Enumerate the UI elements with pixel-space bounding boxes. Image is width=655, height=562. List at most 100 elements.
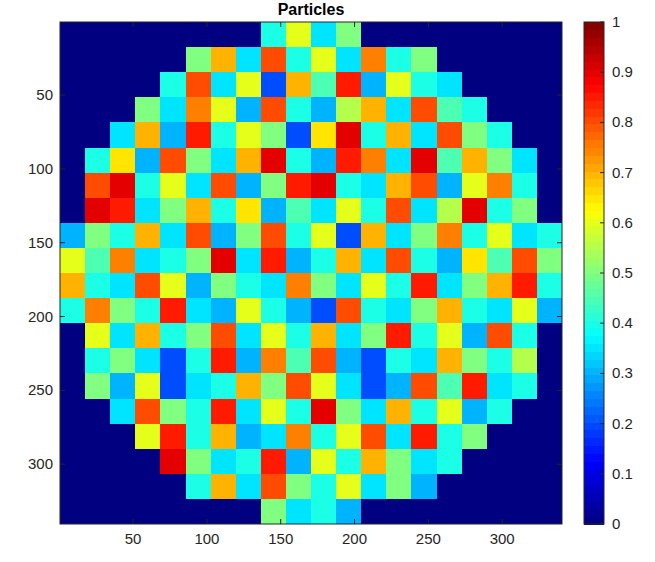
cell bbox=[512, 173, 538, 199]
cell bbox=[386, 72, 412, 98]
cell bbox=[236, 273, 262, 299]
cell bbox=[160, 198, 186, 224]
cell bbox=[411, 248, 437, 274]
x-tick-label: 100 bbox=[194, 530, 219, 547]
cell bbox=[60, 449, 86, 475]
colorbar-tick-label: 0 bbox=[612, 515, 620, 532]
cell bbox=[437, 449, 463, 475]
cell bbox=[487, 474, 513, 500]
cell bbox=[336, 499, 362, 524]
cell bbox=[437, 173, 463, 199]
colorbar-tick bbox=[600, 172, 604, 173]
cell bbox=[437, 373, 463, 399]
cell bbox=[286, 399, 312, 425]
cell bbox=[286, 298, 312, 324]
cell bbox=[261, 173, 287, 199]
cell bbox=[135, 449, 161, 475]
cell bbox=[135, 47, 161, 73]
cell bbox=[236, 499, 262, 524]
cell bbox=[186, 424, 212, 450]
cell bbox=[110, 248, 136, 274]
cell bbox=[110, 474, 136, 500]
cell bbox=[60, 373, 86, 399]
cell bbox=[487, 348, 513, 374]
cell bbox=[462, 373, 488, 399]
y-tick-label: 250 bbox=[28, 381, 53, 398]
cell bbox=[160, 449, 186, 475]
cell bbox=[437, 72, 463, 98]
cell bbox=[135, 348, 161, 374]
cell bbox=[311, 22, 337, 48]
cell bbox=[437, 47, 463, 73]
x-tick-top bbox=[354, 22, 355, 27]
cell bbox=[60, 47, 86, 73]
cell bbox=[160, 173, 186, 199]
x-tick-label: 250 bbox=[416, 530, 441, 547]
cell bbox=[537, 323, 562, 349]
cell bbox=[135, 474, 161, 500]
cell bbox=[211, 122, 237, 148]
colorbar-swatch bbox=[584, 508, 604, 516]
cell bbox=[85, 248, 111, 274]
colorbar-swatch bbox=[584, 399, 604, 407]
colorbar-swatch bbox=[584, 187, 604, 195]
cell bbox=[236, 348, 262, 374]
colorbar-tick bbox=[600, 222, 604, 223]
cell bbox=[386, 223, 412, 249]
cell bbox=[211, 474, 237, 500]
cell bbox=[85, 273, 111, 299]
colorbar bbox=[584, 22, 604, 525]
cell bbox=[135, 148, 161, 174]
cell bbox=[110, 273, 136, 299]
colorbar-swatch bbox=[584, 344, 604, 352]
x-tick-top bbox=[280, 22, 281, 27]
colorbar-swatch bbox=[584, 367, 604, 375]
cell bbox=[211, 22, 237, 48]
cell bbox=[487, 273, 513, 299]
colorbar-swatch bbox=[584, 375, 604, 383]
cell bbox=[512, 373, 538, 399]
y-tick-label: 150 bbox=[28, 234, 53, 251]
y-tick bbox=[60, 464, 65, 465]
cell bbox=[512, 499, 538, 524]
y-tick-right bbox=[557, 168, 562, 169]
cell bbox=[437, 424, 463, 450]
colorbar-swatch bbox=[584, 171, 604, 179]
cell bbox=[487, 72, 513, 98]
cell bbox=[236, 449, 262, 475]
cell bbox=[211, 373, 237, 399]
cell bbox=[60, 122, 86, 148]
cell bbox=[462, 223, 488, 249]
colorbar-swatch bbox=[584, 30, 604, 38]
cell bbox=[437, 223, 463, 249]
cell bbox=[361, 122, 387, 148]
cell bbox=[361, 97, 387, 123]
cell bbox=[361, 449, 387, 475]
colorbar-swatch bbox=[584, 320, 604, 328]
cell bbox=[487, 499, 513, 524]
cell bbox=[160, 273, 186, 299]
cell bbox=[411, 148, 437, 174]
cell bbox=[85, 474, 111, 500]
cell bbox=[462, 248, 488, 274]
cell bbox=[361, 348, 387, 374]
colorbar-swatch bbox=[584, 124, 604, 132]
cell bbox=[437, 22, 463, 48]
colorbar-swatch bbox=[584, 461, 604, 469]
cell bbox=[411, 122, 437, 148]
cell bbox=[236, 97, 262, 123]
x-tick bbox=[428, 519, 429, 524]
cell bbox=[386, 474, 412, 500]
cell bbox=[286, 348, 312, 374]
cell bbox=[286, 223, 312, 249]
cell bbox=[236, 424, 262, 450]
cell bbox=[411, 223, 437, 249]
cell bbox=[537, 424, 562, 450]
colorbar-swatch bbox=[584, 265, 604, 273]
colorbar-swatch bbox=[584, 446, 604, 454]
cell bbox=[211, 298, 237, 324]
cell bbox=[236, 148, 262, 174]
cell bbox=[211, 424, 237, 450]
colorbar-swatch bbox=[584, 179, 604, 187]
cell bbox=[487, 148, 513, 174]
